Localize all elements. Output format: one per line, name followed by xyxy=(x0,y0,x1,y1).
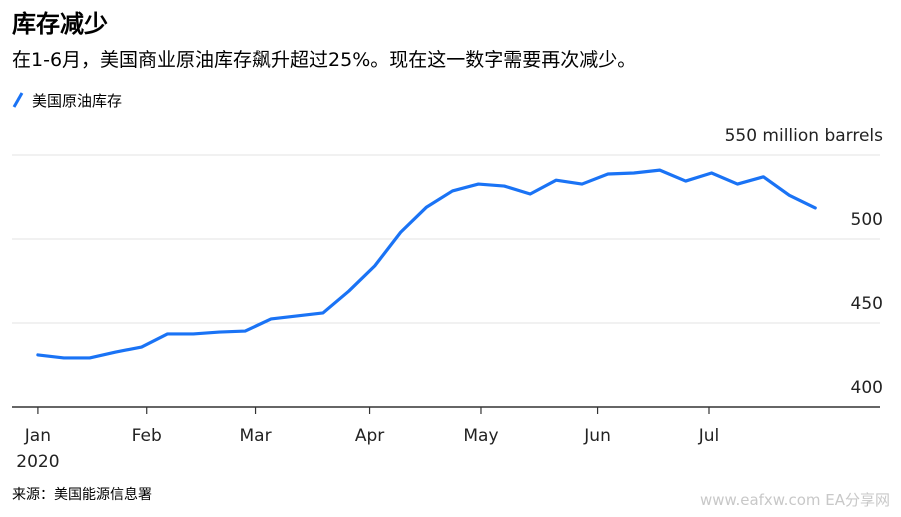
y-tick-label: 550 million barrels xyxy=(725,126,884,146)
x-tick-label: Jun xyxy=(583,426,611,446)
legend-swatch xyxy=(12,92,24,108)
x-tick-label: Jan xyxy=(24,426,51,446)
year-label: 2020 xyxy=(16,452,59,472)
chart-title: 库存减少 xyxy=(12,10,108,38)
y-tick-label: 450 xyxy=(851,294,883,314)
watermark: www.eafxw.com EA分享网 xyxy=(700,491,890,509)
source: 来源：美国能源信息署 xyxy=(12,486,152,503)
y-tick-label: 500 xyxy=(851,210,883,230)
x-tick-label: Apr xyxy=(355,426,384,446)
chart-subtitle: 在1-6月，美国商业原油库存飙升超过25%。现在这一数字需要再次减少。 xyxy=(12,49,636,71)
legend-label: 美国原油库存 xyxy=(32,92,122,110)
x-tick-label: May xyxy=(463,426,498,446)
data-line xyxy=(36,168,817,360)
x-tick-label: Jul xyxy=(698,426,720,446)
x-tick-label: Feb xyxy=(132,426,162,446)
y-tick-label: 400 xyxy=(851,378,883,398)
x-tick-label: Mar xyxy=(240,426,272,446)
